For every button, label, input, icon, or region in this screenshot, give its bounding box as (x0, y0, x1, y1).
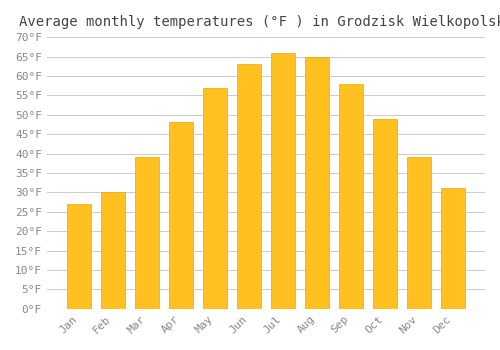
Bar (67, 204, 90, 309)
Bar (373, 119, 397, 309)
Bar (135, 158, 158, 309)
Bar (442, 188, 465, 309)
Bar (237, 64, 261, 309)
Bar (339, 84, 363, 309)
Title: Average monthly temperatures (°F ) in Grodzisk Wielkopolski: Average monthly temperatures (°F ) in Gr… (19, 15, 500, 29)
Bar (101, 193, 124, 309)
Bar (271, 52, 295, 309)
Bar (169, 122, 192, 309)
Bar (305, 56, 329, 309)
Bar (203, 88, 227, 309)
Bar (407, 158, 431, 309)
